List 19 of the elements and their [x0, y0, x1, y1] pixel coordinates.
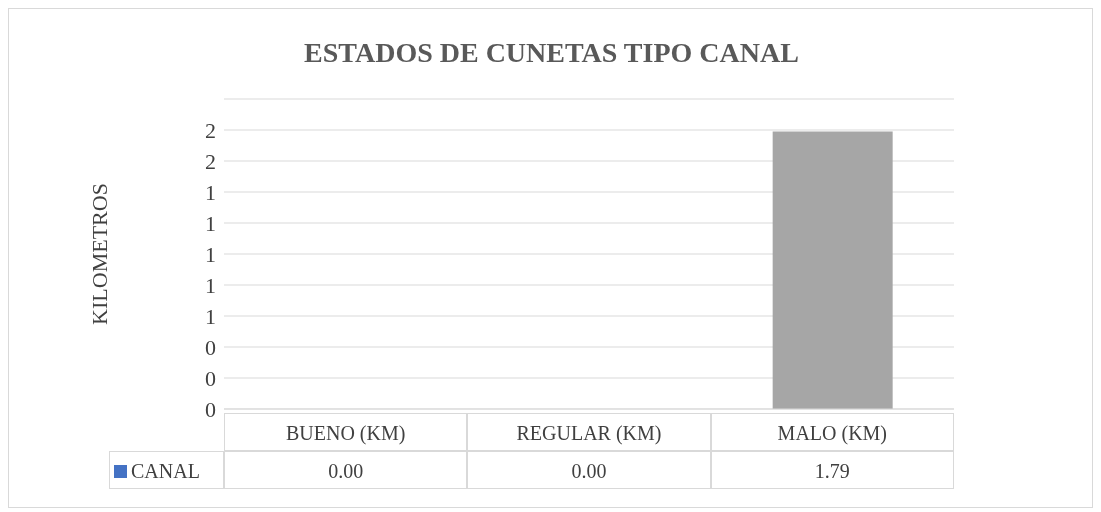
y-tick-label: 2: [205, 148, 216, 174]
data-label: 0.00: [224, 451, 468, 489]
text: CANAL: [109, 451, 224, 489]
y-tick-label: 1: [205, 241, 216, 267]
chart-title: ESTADOS DE CUNETAS TIPO CANAL: [303, 37, 800, 69]
y-tick-label: 0: [205, 396, 216, 422]
data-label: 0.00: [467, 451, 711, 489]
y-tick-label: 0: [205, 334, 216, 360]
x-tick-label: MALO (KM): [710, 413, 954, 451]
y-tick-label: 1: [205, 210, 216, 236]
y-axis-title: KILOMETROS: [86, 183, 112, 325]
y-tick-label: 1: [205, 179, 216, 205]
y-tick-label: 1: [205, 272, 216, 298]
y-tick-label: 1: [205, 303, 216, 329]
x-tick-label: REGULAR (KM): [467, 413, 711, 451]
x-tick-label: BUENO (KM): [224, 413, 468, 451]
data-label: 1.79: [710, 451, 954, 489]
y-tick-label: 2: [205, 117, 216, 143]
y-tick-label: 0: [205, 365, 216, 391]
